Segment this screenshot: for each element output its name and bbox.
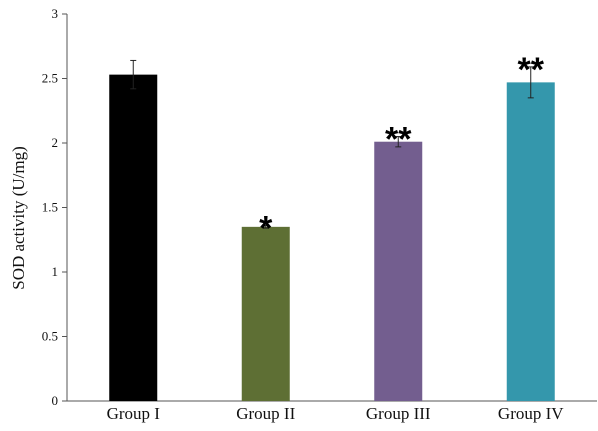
bar bbox=[374, 141, 423, 401]
significance-labels: ***** bbox=[259, 51, 545, 248]
y-axis-title: SOD activity (U/mg) bbox=[9, 146, 28, 290]
error-bar bbox=[262, 225, 269, 229]
x-tick-label: Group IV bbox=[498, 404, 564, 423]
bar bbox=[109, 74, 158, 401]
y-tick-label: 3 bbox=[52, 6, 59, 21]
y-tick-label: 0 bbox=[52, 393, 59, 408]
y-tick-label: 0.5 bbox=[42, 329, 58, 344]
error-bar bbox=[395, 136, 402, 148]
significance-label: * bbox=[259, 210, 273, 248]
y-tick-label: 2 bbox=[52, 135, 59, 150]
bar bbox=[506, 82, 555, 402]
significance-label: ** bbox=[518, 51, 545, 89]
x-tick-labels: Group I Group II Group III Group IV bbox=[107, 404, 565, 423]
x-tick-label: Group II bbox=[236, 404, 295, 423]
y-tick-label: 1.5 bbox=[42, 200, 58, 215]
y-ticks: 0 0.5 1 1.5 2 2.5 3 bbox=[42, 6, 67, 408]
bars bbox=[109, 74, 555, 402]
error-bar bbox=[130, 59, 137, 90]
error-bar bbox=[527, 66, 534, 99]
y-tick-label: 1 bbox=[52, 264, 59, 279]
x-tick-label: Group III bbox=[366, 404, 431, 423]
x-tick-label: Group I bbox=[107, 404, 161, 423]
error-bars bbox=[130, 59, 534, 229]
y-tick-label: 2.5 bbox=[42, 71, 58, 86]
significance-label: ** bbox=[385, 121, 412, 159]
bar bbox=[241, 226, 290, 401]
